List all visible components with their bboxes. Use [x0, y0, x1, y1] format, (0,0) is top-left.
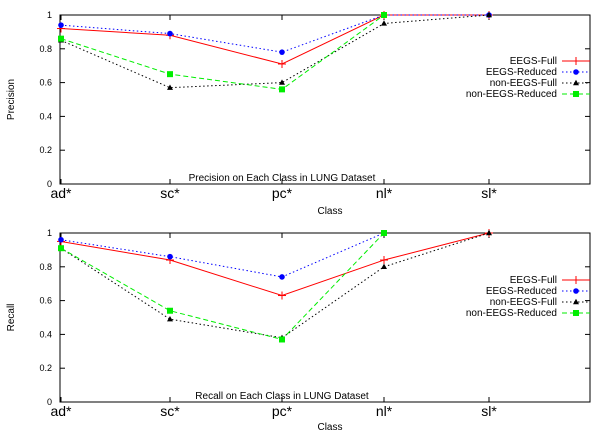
x-tick-label: nl*	[376, 185, 393, 201]
y-tick-label: 0.6	[39, 78, 52, 88]
y-tick-label: 0.8	[39, 44, 52, 54]
y-axis-label: Recall	[6, 304, 17, 332]
series-line	[60, 14, 490, 89]
data-point	[486, 11, 492, 18]
legend-marker	[573, 91, 579, 97]
x-tick-label: nl*	[376, 403, 393, 419]
data-point	[486, 229, 492, 236]
x-tick-label: pc*	[272, 403, 293, 419]
x-axis-label: Class	[317, 422, 342, 430]
legend-marker	[573, 298, 579, 305]
data-point	[279, 79, 285, 85]
series-non-eegs-full	[58, 11, 492, 90]
y-tick-label: 0	[47, 179, 52, 189]
data-point	[279, 274, 285, 280]
data-point	[381, 12, 387, 18]
x-tick-label: ad*	[50, 185, 72, 201]
series-non-eegs-reduced	[58, 12, 387, 93]
x-axis-label: Class	[317, 206, 342, 217]
series-eegs-reduced	[58, 12, 492, 55]
chart-title: Precision on Each Class in LUNG Dataset	[189, 173, 376, 184]
series-line	[60, 14, 489, 65]
data-point	[167, 253, 173, 260]
legend-label: non-EEGS-Reduced	[466, 89, 557, 100]
y-tick-label: 1	[47, 10, 52, 20]
legend-marker	[573, 79, 579, 86]
data-point	[278, 291, 286, 300]
data-point	[167, 84, 173, 90]
data-point	[58, 22, 64, 28]
plot-frame	[59, 14, 591, 185]
x-tick-label: sl*	[481, 185, 497, 201]
y-tick-label: 1	[47, 228, 52, 238]
data-point	[381, 263, 387, 269]
series-line	[60, 232, 385, 341]
legend-marker	[572, 276, 580, 284]
data-point	[381, 230, 387, 236]
legend-marker	[572, 57, 580, 65]
legend-label: EEGS-Full	[510, 275, 557, 286]
data-point	[167, 30, 173, 37]
x-tick-label: ad*	[50, 403, 72, 419]
series-line	[60, 14, 385, 90]
legend-label: non-EEGS-Full	[490, 297, 557, 308]
series-non-eegs-reduced	[58, 230, 387, 343]
y-tick-label: 0.6	[39, 296, 52, 306]
series-line	[60, 14, 489, 53]
legend-label: non-EEGS-Reduced	[466, 308, 557, 319]
legend: EEGS-FullEEGS-Reducednon-EEGS-Fullnon-EE…	[466, 56, 590, 100]
x-tick-label: pc*	[272, 185, 293, 201]
data-point	[279, 49, 285, 55]
legend-label: EEGS-Reduced	[486, 67, 557, 78]
x-tick-label: sc*	[160, 185, 180, 201]
legend-marker	[573, 288, 579, 294]
series-eegs-full	[57, 229, 493, 300]
x-tick-label: sl*	[481, 403, 497, 419]
chart-panel-2: 0 0.2 0.4 0.6 0.8 1 ad* sc* pc* nl* sl* Class Recall…	[6, 228, 591, 430]
y-tick-label: 0.4	[39, 329, 52, 339]
legend-marker	[573, 69, 579, 75]
data-point	[380, 256, 388, 265]
chart-panel-1: 0 0.2 0.4 0.6 0.8 1 ad* sc* pc* nl* sl* Class Precis…	[6, 10, 591, 217]
y-tick-label: 0.2	[39, 145, 52, 155]
series-line	[60, 232, 490, 297]
data-point	[381, 20, 387, 26]
y-tick-label: 0.4	[39, 111, 52, 121]
series-eegs-reduced	[58, 230, 387, 280]
series-line	[60, 232, 490, 339]
x-tick-label: sc*	[160, 403, 180, 419]
data-point	[58, 245, 64, 252]
legend-label: EEGS-Reduced	[486, 286, 557, 297]
y-tick-label: 0.8	[39, 262, 52, 272]
y-axis-label: Precision	[6, 79, 17, 120]
data-point	[58, 35, 64, 42]
legend: EEGS-FullEEGS-Reducednon-EEGS-Fullnon-EE…	[466, 275, 590, 319]
data-point	[58, 236, 64, 243]
y-tick-label: 0.2	[39, 363, 52, 373]
data-point	[167, 315, 173, 322]
data-point	[279, 86, 285, 93]
data-point	[167, 71, 173, 78]
series-non-eegs-full	[58, 229, 492, 340]
y-tick-label: 0	[47, 397, 52, 407]
data-point	[278, 60, 286, 69]
plot-frame	[59, 232, 591, 403]
data-point	[279, 336, 285, 343]
legend-label: EEGS-Full	[510, 56, 557, 67]
legend-label: non-EEGS-Full	[490, 78, 557, 89]
data-point	[167, 307, 173, 314]
series-line	[60, 232, 385, 278]
chart-title: Recall on Each Class in LUNG Dataset	[195, 391, 369, 402]
legend-marker	[573, 310, 579, 316]
